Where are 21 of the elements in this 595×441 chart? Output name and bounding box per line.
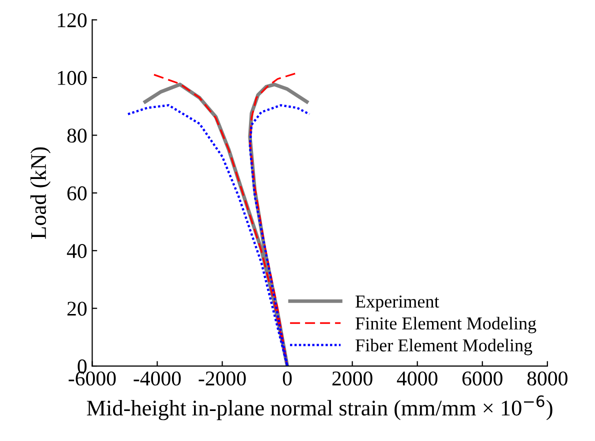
x-tick-label: -4000 bbox=[134, 371, 181, 386]
y-tick-label: 60 bbox=[67, 186, 87, 200]
x-axis-title: Mid-height in-plane normal strain (mm/mm × 10$^{−6}$) bbox=[86, 395, 552, 420]
x-tick-label: 8000 bbox=[527, 371, 568, 386]
legend-label: Fiber Element Modeling bbox=[356, 338, 532, 356]
x-tick-label: 2000 bbox=[332, 371, 372, 386]
y-tick-label: 20 bbox=[67, 302, 87, 316]
legend-label: Finite Element Modeling bbox=[356, 316, 536, 334]
y-axis-title: Load (kN) bbox=[30, 147, 51, 239]
x-tick-label: 6000 bbox=[462, 371, 502, 386]
x-tick-label: -2000 bbox=[198, 371, 246, 386]
line-series bbox=[126, 104, 311, 366]
y-tick-label: 40 bbox=[66, 244, 87, 258]
x-tick-label: -6000 bbox=[68, 371, 116, 386]
y-tick-label: 120 bbox=[58, 13, 87, 28]
y-tick-label: 100 bbox=[58, 70, 87, 85]
legend-label: Experiment bbox=[356, 295, 440, 312]
x-tick-label: 0 bbox=[282, 371, 292, 386]
x-tick-label: 4000 bbox=[396, 371, 438, 386]
y-tick-label: 80 bbox=[67, 128, 87, 143]
y-tick-label: 0 bbox=[78, 359, 87, 374]
